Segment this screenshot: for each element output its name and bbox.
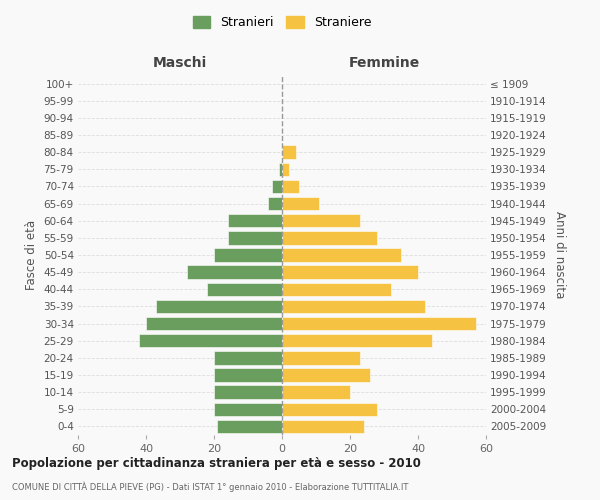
Bar [282,420,364,433]
Bar [214,368,282,382]
Bar [282,231,377,244]
Bar [146,317,282,330]
Bar [282,214,360,228]
Y-axis label: Anni di nascita: Anni di nascita [553,212,566,298]
Bar [278,162,282,176]
Bar [139,334,282,347]
Bar [282,146,296,159]
Bar [282,197,319,210]
Bar [214,402,282,416]
Bar [282,368,370,382]
Bar [272,180,282,193]
Bar [214,248,282,262]
Bar [282,351,360,364]
Bar [282,317,476,330]
Bar [282,248,401,262]
Bar [214,386,282,399]
Y-axis label: Fasce di età: Fasce di età [25,220,38,290]
Bar [227,214,282,228]
Bar [268,197,282,210]
Bar [282,162,289,176]
Bar [282,300,425,313]
Text: Femmine: Femmine [349,56,419,70]
Text: Popolazione per cittadinanza straniera per età e sesso - 2010: Popolazione per cittadinanza straniera p… [12,458,421,470]
Bar [217,420,282,433]
Text: COMUNE DI CITTÀ DELLA PIEVE (PG) - Dati ISTAT 1° gennaio 2010 - Elaborazione TUT: COMUNE DI CITTÀ DELLA PIEVE (PG) - Dati … [12,481,409,492]
Bar [187,266,282,279]
Bar [282,282,391,296]
Text: Maschi: Maschi [153,56,207,70]
Bar [282,266,418,279]
Bar [282,180,299,193]
Bar [214,351,282,364]
Bar [156,300,282,313]
Bar [282,386,350,399]
Bar [282,334,431,347]
Bar [227,231,282,244]
Bar [207,282,282,296]
Bar [282,402,377,416]
Legend: Stranieri, Straniere: Stranieri, Straniere [188,11,376,34]
